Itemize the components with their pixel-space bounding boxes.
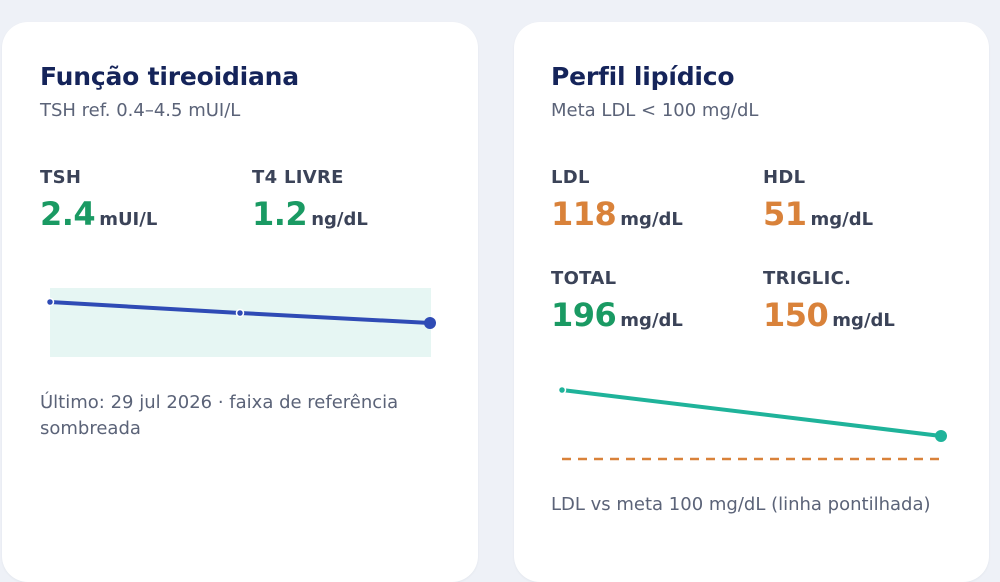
t4-unit: ng/dL [311, 209, 368, 230]
thyroid-card-title: Função tireoidiana [40, 62, 299, 91]
tsh-point-latest [424, 317, 436, 329]
lipid-footnote: LDL vs meta 100 mg/dL (linha pontilhada) [551, 494, 931, 515]
tsh-value: 2.4 [40, 195, 96, 233]
ldl-metric: LDL 118 mg/dL [551, 167, 683, 233]
hdl-label: HDL [763, 167, 806, 188]
lipid-card-title: Perfil lipídico [551, 62, 735, 91]
tsh-label: TSH [40, 167, 82, 188]
triglic-metric: TRIGLIC. 150 mg/dL [763, 268, 895, 334]
ldl-point-latest [935, 430, 947, 442]
hdl-value: 51 [763, 195, 807, 233]
t4-label: T4 LIVRE [252, 167, 344, 188]
hdl-metric: HDL 51 mg/dL [763, 167, 873, 233]
lipid-card-subtitle: Meta LDL < 100 mg/dL [551, 100, 759, 121]
t4-value: 1.2 [252, 195, 308, 233]
tsh-point [45, 297, 55, 307]
thyroid-footnote: Último: 29 jul 2026 · faixa de referênci… [40, 392, 399, 439]
tsh-trend-chart [45, 288, 436, 357]
ldl-unit: mg/dL [620, 209, 683, 230]
t4-metric: T4 LIVRE 1.2 ng/dL [252, 167, 368, 233]
tsh-point [235, 308, 245, 318]
thyroid-card: Função tireoidiana TSH ref. 0.4–4.5 mUI/… [2, 22, 478, 582]
ldl-trend-chart [557, 385, 947, 461]
total-label: TOTAL [551, 268, 617, 289]
lipid-card: Perfil lipídico Meta LDL < 100 mg/dL LDL… [514, 22, 989, 582]
reference-range-band [50, 288, 431, 357]
tsh-metric: TSH 2.4 mUI/L [40, 167, 157, 233]
hdl-unit: mg/dL [810, 209, 874, 230]
total-value: 196 [551, 296, 617, 334]
ldl-trend-line [560, 388, 943, 438]
thyroid-card-subtitle: TSH ref. 0.4–4.5 mUI/L [40, 100, 241, 121]
triglic-label: TRIGLIC. [763, 268, 852, 289]
triglic-value: 150 [763, 296, 829, 334]
ldl-value: 118 [551, 195, 617, 233]
triglic-unit: mg/dL [832, 310, 895, 331]
ldl-point [557, 385, 567, 395]
total-unit: mg/dL [620, 310, 683, 331]
tsh-unit: mUI/L [99, 209, 158, 230]
ldl-label: LDL [551, 167, 590, 188]
total-metric: TOTAL 196 mg/dL [551, 268, 683, 334]
